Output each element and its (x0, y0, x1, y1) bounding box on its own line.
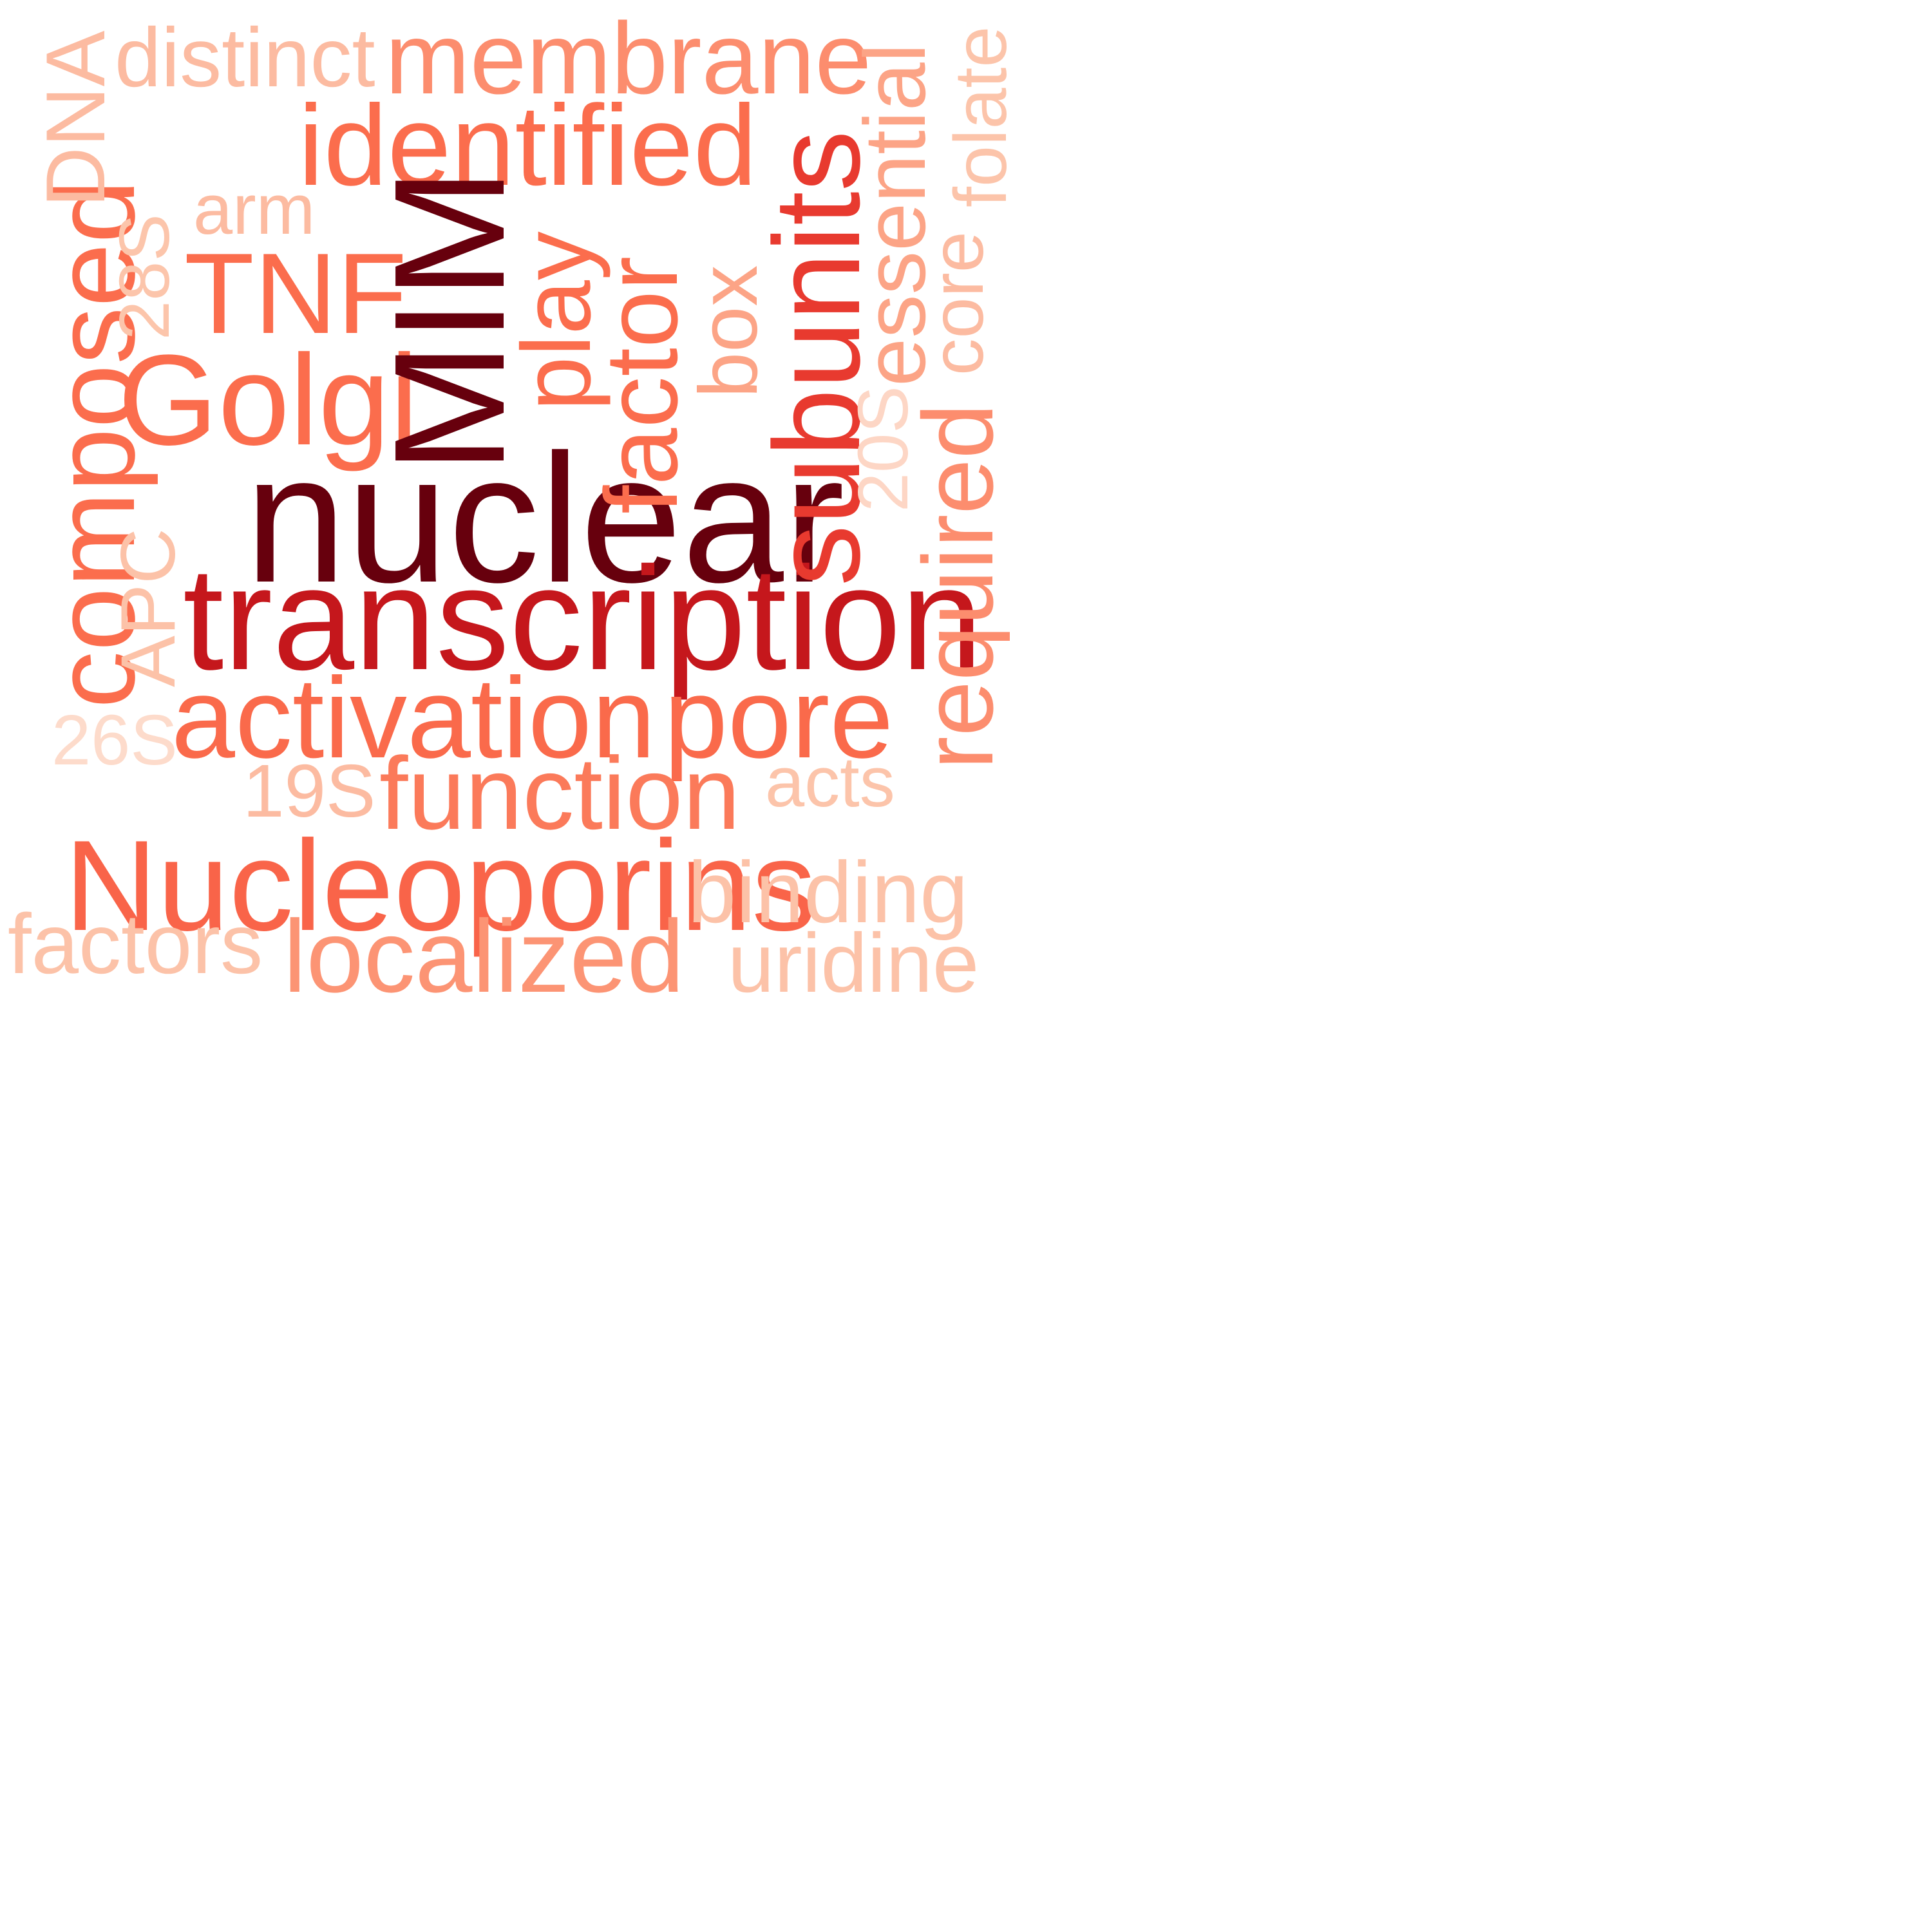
word-play: play (502, 231, 611, 411)
word-cloud: nuclear transcription activation pore fu… (0, 0, 1010, 1010)
word-binding: binding (688, 844, 969, 941)
word-distinct: distinct (115, 10, 375, 104)
word-19s: 19S (243, 749, 376, 833)
word-nuclear: nuclear (245, 417, 845, 621)
word-20s: 20S (844, 386, 923, 512)
word-folate: folate (940, 26, 1010, 207)
word-pore: pore (664, 654, 894, 782)
word-box: box (683, 265, 775, 398)
word-function: function (379, 735, 741, 851)
word-required: required (902, 403, 1010, 770)
word-26s: 26S (52, 701, 178, 780)
word-nucleoporins: Nucleoporins (64, 814, 817, 958)
word-identified: identified (298, 81, 757, 209)
word-uridine: uridine (728, 916, 980, 1010)
word-membrane: membrane (385, 2, 872, 115)
word-acts: acts (765, 743, 895, 822)
word-apc: APC (105, 528, 191, 687)
word-factors: factors (8, 896, 263, 991)
word-28s: 28S (105, 214, 184, 340)
word-dna: DNA (28, 30, 122, 207)
word-activation: activation (171, 654, 656, 782)
word-localized: localized (283, 898, 685, 1010)
word-tnf: TNF (184, 229, 408, 357)
word-arm: arm (193, 170, 316, 249)
word-transcription: transcription (183, 537, 983, 701)
word-golgi: Golgi (118, 328, 419, 472)
word-core: core (916, 231, 999, 375)
